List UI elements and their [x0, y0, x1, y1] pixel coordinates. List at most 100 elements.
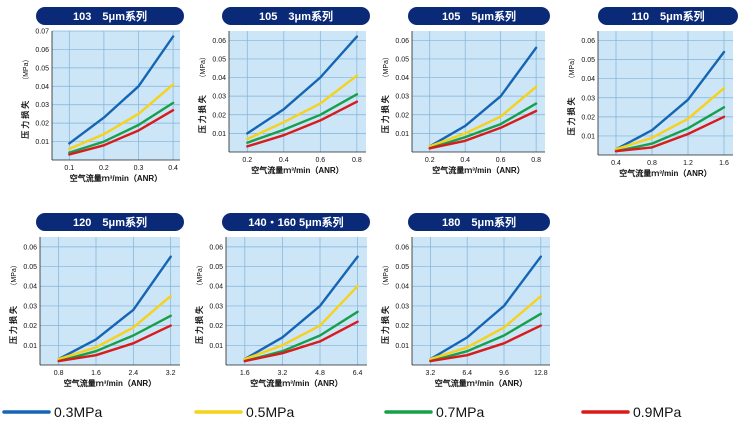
x-tick-label: 1.6 — [240, 370, 250, 377]
legend-label: 0.5MPa — [246, 404, 294, 420]
chart-title: 140・160 5μm系列 — [248, 215, 343, 229]
series-line-0.3MPa — [68, 35, 175, 145]
y-axis-unit: （MPa） — [196, 261, 204, 289]
x-axis-label: 空气流量ｍ³/min（ANR） — [435, 378, 527, 388]
y-axis-unit: （MPa） — [568, 54, 576, 82]
y-axis-label: 压力损失 — [566, 95, 576, 135]
x-tick-label: 4.8 — [315, 370, 325, 377]
y-axis-unit: （MPa） — [22, 55, 30, 83]
y-tick-label: 0.03 — [395, 94, 409, 101]
series-line-0.3MPa — [428, 46, 538, 148]
y-axis-label: 压力损失 — [8, 304, 18, 344]
y-tick-label: 0.03 — [35, 102, 49, 109]
x-tick-label: 3.2 — [166, 370, 176, 377]
series-line-0.9MPa — [57, 324, 172, 363]
x-tick-label: 0.4 — [279, 157, 289, 164]
y-tick-label: 0.04 — [209, 284, 223, 291]
legend-label: 0.7MPa — [436, 404, 484, 420]
x-tick-label: 0.3 — [134, 165, 144, 172]
x-tick-label: 6.4 — [462, 370, 472, 377]
legend-label: 0.3MPa — [54, 404, 102, 420]
x-tick-label: 0.6 — [315, 157, 325, 164]
x-axis-label: 空气流量ｍ³/min（ANR） — [250, 378, 342, 388]
plot-area — [40, 237, 180, 365]
y-tick-label: 0.01 — [35, 139, 49, 146]
chart-title: 103 5μm系列 — [73, 9, 147, 23]
series-line-0.3MPa — [614, 50, 726, 151]
chart-panel-7: 180 5μm系列 0.01 0.02 0.03 0.04 0.05 0.06 3.2 6.4 9… — [380, 213, 550, 388]
chart-title-banner — [408, 7, 550, 25]
chart-panel-1: 103 5μm系列 0.01 0.02 0.03 0.04 0.05 0.06 0.07 0.1… — [20, 7, 184, 183]
x-tick-label: 0.4 — [611, 160, 621, 167]
x-tick-label: 0.6 — [496, 157, 506, 164]
y-tick-label: 0.02 — [395, 323, 409, 330]
series-line-0.7MPa — [68, 101, 175, 154]
y-tick-label: 0.01 — [395, 131, 409, 138]
y-tick-label: 0.06 — [35, 47, 49, 54]
series-line-0.9MPa — [246, 100, 359, 148]
y-tick-label: 0.06 — [581, 38, 595, 45]
chart-title: 180 5μm系列 — [442, 215, 516, 229]
y-axis-unit: （MPa） — [199, 53, 207, 81]
chart-title: 110 5μm系列 — [631, 9, 704, 23]
x-tick-label: 0.2 — [242, 157, 252, 164]
y-tick-label: 0.05 — [395, 56, 409, 63]
y-axis-label: 压力损失 — [380, 93, 390, 133]
y-tick-label: 0.02 — [35, 121, 49, 128]
x-tick-label: 3.2 — [426, 370, 436, 377]
x-tick-label: 0.4 — [460, 157, 470, 164]
y-axis-label: 压力损失 — [380, 304, 390, 344]
y-tick-label: 0.04 — [395, 75, 409, 82]
chart-title-banner — [408, 213, 550, 231]
y-tick-label: 0.06 — [209, 244, 223, 251]
y-axis-label: 压力损失 — [20, 99, 30, 139]
y-tick-label: 0.01 — [581, 133, 595, 140]
y-axis-unit: （MPa） — [10, 261, 18, 289]
y-tick-label: 0.04 — [212, 75, 226, 82]
y-tick-label: 0.03 — [23, 303, 37, 310]
y-tick-label: 0.03 — [212, 94, 226, 101]
y-tick-label: 0.05 — [35, 65, 49, 72]
series-line-0.9MPa — [428, 109, 538, 150]
x-tick-label: 6.4 — [353, 370, 363, 377]
x-tick-label: 12.8 — [534, 370, 548, 377]
plot-area — [598, 31, 733, 155]
y-tick-label: 0.01 — [23, 343, 37, 350]
y-tick-label: 0.04 — [581, 76, 595, 83]
y-tick-label: 0.02 — [23, 323, 37, 330]
legend-label: 0.9MPa — [633, 404, 681, 420]
y-tick-label: 0.06 — [23, 244, 37, 251]
chart-panel-3: 105 5μm系列 0.01 0.02 0.03 0.04 0.05 0.06 0.2 0.4 0… — [380, 7, 550, 175]
series-line-0.5MPa — [246, 74, 359, 141]
chart-title-banner — [598, 7, 738, 25]
y-tick-label: 0.02 — [212, 112, 226, 119]
y-tick-label: 0.01 — [212, 131, 226, 138]
chart-panel-2: 105 3μm系列 0.01 0.02 0.03 0.04 0.05 0.06 0.2 0.4 0… — [197, 7, 370, 175]
y-tick-label: 0.03 — [581, 95, 595, 102]
plot-area — [412, 31, 545, 152]
x-axis-label: 空气流量ｍ³/min（ANR） — [64, 378, 156, 388]
series-line-0.3MPa — [429, 255, 542, 361]
y-tick-label: 0.01 — [395, 343, 409, 350]
x-tick-label: 0.8 — [54, 370, 64, 377]
chart-title-banner — [222, 213, 370, 231]
chart-title-banner — [222, 7, 370, 25]
x-tick-label: 9.6 — [499, 370, 509, 377]
series-line-0.5MPa — [428, 85, 538, 148]
series-line-0.7MPa — [429, 312, 542, 363]
y-tick-label: 0.05 — [581, 57, 595, 64]
y-tick-label: 0.02 — [395, 112, 409, 119]
series-line-0.9MPa — [614, 115, 726, 153]
legend: 0.3MPa 0.5MPa 0.7MPa 0.9MPa — [2, 404, 681, 420]
x-tick-label: 0.8 — [647, 160, 657, 167]
x-axis-label: 空气流量ｍ³/min（ANR） — [432, 165, 524, 175]
series-line-0.3MPa — [57, 255, 172, 361]
y-axis-unit: （MPa） — [382, 261, 390, 289]
x-axis-label: 空气流量ｍ³/min（ANR） — [251, 165, 343, 175]
y-tick-label: 0.03 — [395, 303, 409, 310]
y-tick-label: 0.04 — [395, 284, 409, 291]
y-tick-label: 0.01 — [209, 343, 223, 350]
y-tick-label: 0.06 — [212, 38, 226, 45]
series-line-0.5MPa — [57, 294, 172, 361]
series-line-0.7MPa — [246, 93, 359, 144]
